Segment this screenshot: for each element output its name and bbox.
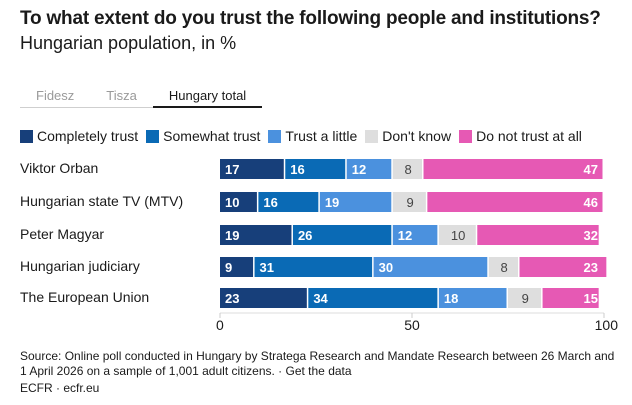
source-text: Source: Online poll conducted in Hungary…	[20, 349, 615, 378]
legend-somewhat-trust[interactable]: Somewhat trust	[146, 128, 260, 144]
bar-value-label: 15	[584, 291, 598, 306]
x-tick-label: 50	[404, 317, 420, 333]
bar-dontknow[interactable]	[392, 192, 426, 212]
bar-value-label: 23	[225, 291, 239, 306]
legend-swatch-notatall	[459, 129, 473, 143]
x-tick-label: 0	[216, 317, 224, 333]
bar-value-label: 9	[522, 291, 529, 306]
bar-completely[interactable]	[220, 192, 257, 212]
bar-little[interactable]	[438, 288, 507, 308]
legend-label: Do not trust at all	[476, 128, 582, 144]
legend-swatch-completely	[20, 129, 33, 143]
row-label-peter-magyar: Peter Magyar	[20, 226, 105, 242]
bar-value-label: 8	[501, 260, 508, 275]
bar-completely[interactable]	[220, 257, 254, 277]
source-note: Source: Online poll conducted in Hungary…	[20, 349, 620, 379]
legend-label: Don't know	[382, 128, 452, 144]
bar-somewhat[interactable]	[254, 257, 373, 277]
bar-value-label: 16	[290, 162, 304, 177]
bar-little[interactable]	[373, 257, 488, 277]
tab-hungary-total[interactable]: Hungary total	[152, 88, 263, 108]
tab-tisza[interactable]: Tisza	[90, 88, 153, 108]
bar-value-label: 46	[584, 195, 598, 210]
x-tick-label: 100	[595, 317, 619, 333]
bar-value-label: 23	[584, 260, 598, 275]
legend-dont-know[interactable]: Don't know	[365, 128, 451, 144]
row-label-state-tv: Hungarian state TV (MTV)	[20, 193, 184, 209]
chart-subtitle: Hungarian population, in %	[20, 33, 237, 53]
bar-somewhat[interactable]	[308, 288, 438, 308]
bar-value-label: 10	[451, 228, 465, 243]
legend-label: Somewhat trust	[163, 128, 261, 144]
bar-value-label: 34	[313, 291, 328, 306]
bar-completely[interactable]	[220, 288, 307, 308]
row-label-european-union: The European Union	[20, 289, 150, 305]
bar-value-label: 12	[398, 228, 412, 243]
get-the-data-link[interactable]: Get the data	[285, 364, 352, 378]
footer-credit: ECFR · ecfr.eu	[20, 381, 100, 395]
chart-legend: Completely trust Somewhat trust Trust a …	[20, 128, 590, 144]
bar-completely[interactable]	[220, 159, 284, 179]
legend-trust-a-little[interactable]: Trust a little	[268, 128, 357, 144]
bar-value-label: 17	[225, 162, 239, 177]
bar-value-label: 31	[260, 260, 274, 275]
bar-dontknow[interactable]	[508, 288, 542, 308]
legend-swatch-little	[268, 129, 282, 143]
tab-bar: Fidesz Tisza Hungary total	[20, 88, 263, 108]
bar-value-label: 19	[225, 228, 239, 243]
tab-fidesz[interactable]: Fidesz	[20, 88, 91, 108]
bar-dontknow[interactable]	[392, 159, 423, 179]
bar-dontknow[interactable]	[438, 225, 476, 245]
bar-completely[interactable]	[220, 225, 292, 245]
bar-notatall[interactable]	[427, 192, 603, 212]
legend-label: Completely trust	[37, 128, 139, 144]
bar-value-label: 19	[325, 195, 339, 210]
legend-swatch-dontknow	[365, 129, 379, 143]
bar-value-label: 30	[379, 260, 393, 275]
bar-value-label: 16	[263, 195, 277, 210]
bar-value-label: 18	[444, 291, 458, 306]
bar-dontknow[interactable]	[488, 257, 519, 277]
bar-notatall[interactable]	[423, 159, 603, 179]
bar-value-label: 12	[352, 162, 366, 177]
bar-value-label: 26	[298, 228, 312, 243]
bar-little[interactable]	[319, 192, 392, 212]
bar-notatall[interactable]	[477, 225, 599, 245]
bar-notatall[interactable]	[519, 257, 607, 277]
bar-value-label: 47	[584, 162, 598, 177]
bar-somewhat[interactable]	[285, 159, 346, 179]
row-label-judiciary: Hungarian judiciary	[20, 258, 140, 274]
legend-label: Trust a little	[285, 128, 358, 144]
bar-value-label: 9	[406, 195, 413, 210]
bar-value-label: 10	[225, 195, 239, 210]
legend-swatch-somewhat	[146, 129, 160, 143]
chart-plot: 17 16 12 8 47 10 16 19 9 46 19 26 12 10 32 9 31 30 8 23 23 34…	[216, 159, 619, 333]
row-label-viktor-orban: Viktor Orban	[20, 160, 99, 176]
bar-value-label: 8	[405, 162, 412, 177]
legend-do-not-trust[interactable]: Do not trust at all	[459, 128, 582, 144]
bar-little[interactable]	[346, 159, 392, 179]
legend-completely-trust[interactable]: Completely trust	[20, 128, 138, 144]
bar-notatall[interactable]	[542, 288, 599, 308]
chart-title: To what extent do you trust the followin…	[20, 8, 601, 29]
bar-little[interactable]	[392, 225, 438, 245]
bar-somewhat[interactable]	[292, 225, 392, 245]
bar-value-label: 32	[584, 228, 598, 243]
bar-somewhat[interactable]	[258, 192, 319, 212]
bar-value-label: 9	[225, 260, 232, 275]
